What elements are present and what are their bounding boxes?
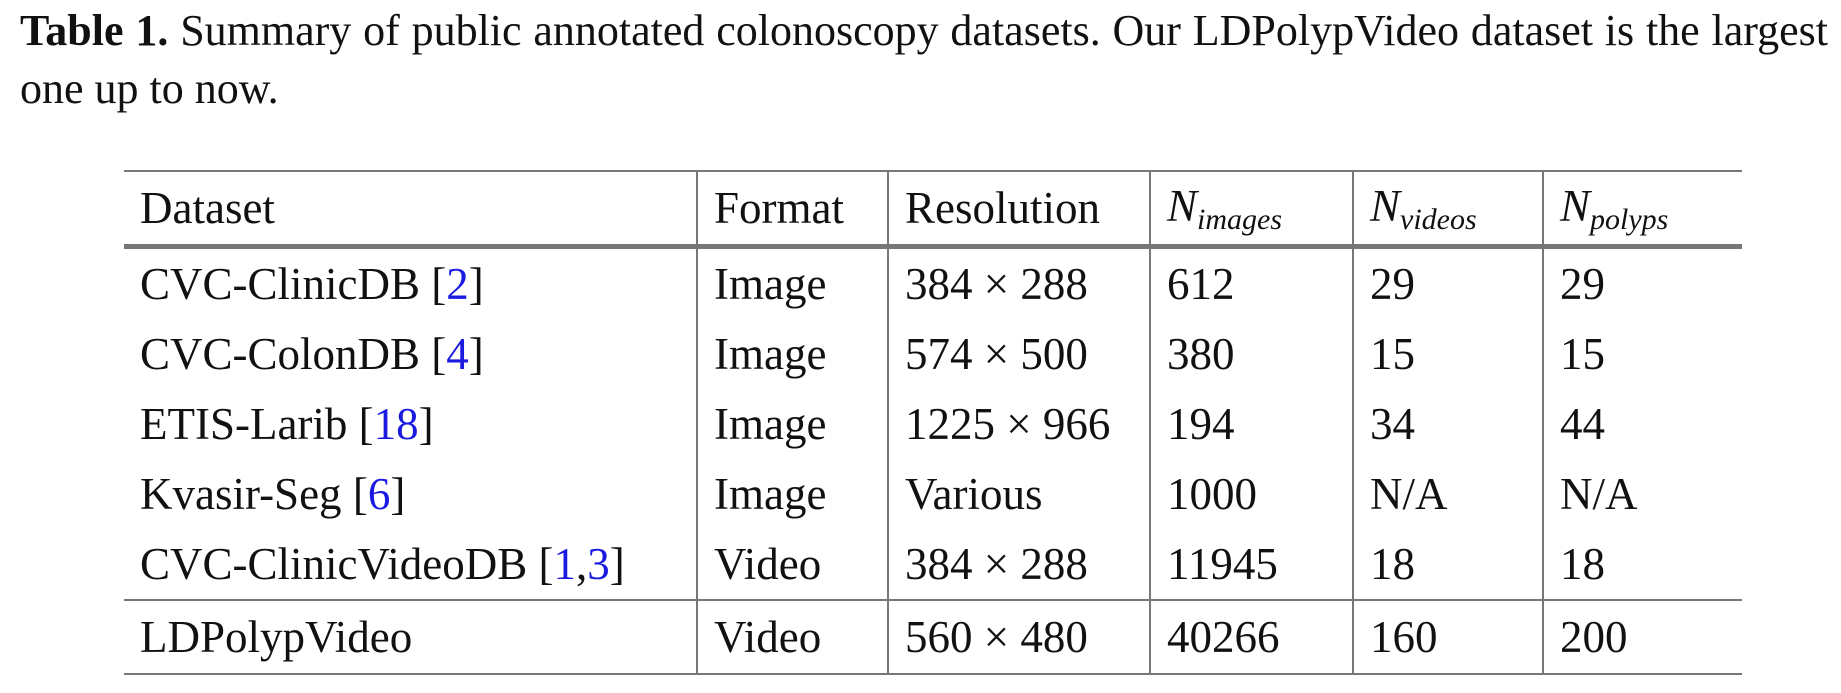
cell-format: Image xyxy=(697,389,889,459)
citation-link[interactable]: 1 xyxy=(553,539,577,589)
cell-n-videos: 160 xyxy=(1353,600,1544,674)
header-n-polyps-sub: polyps xyxy=(1590,202,1669,236)
header-n-videos-sub: videos xyxy=(1400,202,1477,236)
table-row: Kvasir-Seg [6] Image Various 1000 N/A N/… xyxy=(124,459,1742,529)
cell-n-images: 1000 xyxy=(1150,459,1354,529)
cell-resolution: 384 × 288 xyxy=(888,529,1151,600)
citation-link[interactable]: 4 xyxy=(446,329,469,379)
caption-label: Table 1. xyxy=(20,6,169,55)
table-header-row: Dataset Format Resolution Nimages Nvideo… xyxy=(124,171,1742,247)
cell-n-images: 380 xyxy=(1150,319,1354,389)
dataset-name: CVC-ClinicDB xyxy=(140,259,421,309)
cell-resolution: 1225 × 966 xyxy=(888,389,1151,459)
cell-n-videos: 18 xyxy=(1353,529,1544,600)
cell-n-polyps: 44 xyxy=(1560,399,1605,449)
cell-n-polyps: N/A xyxy=(1560,469,1638,519)
header-n-images-sub: images xyxy=(1197,202,1283,236)
dataset-name: CVC-ClinicVideoDB xyxy=(140,539,528,589)
table-row: ETIS-Larib [18] Image 1225 × 966 194 34 … xyxy=(124,389,1742,459)
dataset-summary-table-container: Dataset Format Resolution Nimages Nvideo… xyxy=(124,170,1742,675)
table-body: CVC-ClinicDB [2] Image 384 × 288 612 29 … xyxy=(124,246,1742,674)
dataset-name: ETIS-Larib xyxy=(140,399,348,449)
dataset-name: CVC-ColonDB xyxy=(140,329,421,379)
citation-link[interactable]: 6 xyxy=(367,469,391,519)
cell-n-videos: N/A xyxy=(1353,459,1544,529)
table-row: CVC-ColonDB [4] Image 574 × 500 380 15 1… xyxy=(124,319,1742,389)
cell-format: Image xyxy=(697,319,889,389)
cell-dataset: Kvasir-Seg [6] xyxy=(124,459,698,529)
cell-n-images: 194 xyxy=(1150,389,1354,459)
cell-n-videos: 34 xyxy=(1353,389,1544,459)
table-row: CVC-ClinicDB [2] Image 384 × 288 612 29 … xyxy=(124,246,1742,319)
table-caption: Table 1. Summary of public annotated col… xyxy=(20,2,1828,118)
cell-n-images: 11945 xyxy=(1150,529,1354,600)
citation-link[interactable]: 3 xyxy=(587,539,610,589)
header-n-videos: Nvideos xyxy=(1353,171,1544,247)
cell-n-videos: 15 xyxy=(1353,319,1544,389)
cell-format: Video xyxy=(697,600,889,674)
caption-text: Summary of public annotated colonoscopy … xyxy=(20,6,1829,113)
table-row: CVC-ClinicVideoDB [1,3] Video 384 × 288 … xyxy=(124,529,1742,600)
cell-n-polyps: 29 xyxy=(1560,259,1605,309)
cell-n-polyps: 200 xyxy=(1560,612,1628,662)
cell-n-videos: 29 xyxy=(1353,246,1544,319)
cell-format: Image xyxy=(697,246,889,319)
header-n-polyps-base: N xyxy=(1560,180,1591,231)
cell-resolution: 560 × 480 xyxy=(888,600,1151,674)
cell-dataset: LDPolypVideo xyxy=(124,600,698,674)
dataset-name: Kvasir-Seg xyxy=(140,469,342,519)
cell-n-images: 40266 xyxy=(1150,600,1354,674)
cell-format: Video xyxy=(697,529,889,600)
table-row-ldpolypvideo: LDPolypVideo Video 560 × 480 40266 160 2… xyxy=(124,600,1742,674)
cell-resolution: 574 × 500 xyxy=(888,319,1151,389)
header-resolution: Resolution xyxy=(888,171,1151,247)
cell-resolution: 384 × 288 xyxy=(888,246,1151,319)
cell-n-images: 612 xyxy=(1150,246,1354,319)
cell-dataset: ETIS-Larib [18] xyxy=(124,389,698,459)
dataset-summary-table: Dataset Format Resolution Nimages Nvideo… xyxy=(124,170,1742,675)
header-n-images-base: N xyxy=(1167,180,1198,231)
cell-dataset: CVC-ColonDB [4] xyxy=(124,319,698,389)
header-n-images: Nimages xyxy=(1150,171,1354,247)
header-format: Format xyxy=(697,171,889,247)
cell-format: Image xyxy=(697,459,889,529)
header-n-polyps: Npolyps xyxy=(1543,171,1742,247)
cell-dataset: CVC-ClinicVideoDB [1,3] xyxy=(124,529,698,600)
citation-link[interactable]: 2 xyxy=(446,259,469,309)
cell-n-polyps: 18 xyxy=(1560,539,1605,589)
cell-resolution: Various xyxy=(888,459,1151,529)
header-n-videos-base: N xyxy=(1370,180,1401,231)
citation-link[interactable]: 18 xyxy=(373,399,419,449)
cell-n-polyps: 15 xyxy=(1560,329,1605,379)
cell-dataset: CVC-ClinicDB [2] xyxy=(124,246,698,319)
header-dataset: Dataset xyxy=(124,171,698,247)
